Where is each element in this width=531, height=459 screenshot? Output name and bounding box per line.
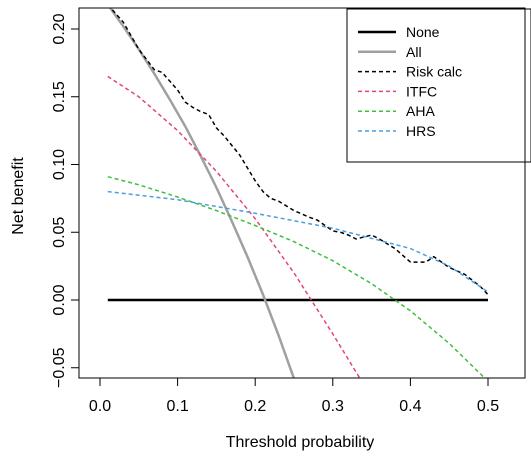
legend-label: Risk calc xyxy=(406,64,462,80)
legend: None All Risk calc ITFC AHA HRS xyxy=(346,8,531,163)
y-tick-label: 0.10 xyxy=(51,149,68,180)
y-ticks: −0.05 0.00 0.05 0.10 0.15 0.20 xyxy=(51,13,79,388)
y-tick-label: 0.15 xyxy=(51,81,68,112)
legend-label: ITFC xyxy=(406,83,437,99)
legend-box xyxy=(346,8,531,163)
y-axis-label: Net benefit xyxy=(10,157,27,235)
series-line-itfc xyxy=(107,75,361,378)
legend-label: None xyxy=(406,24,440,40)
series-line-all xyxy=(108,8,296,378)
x-ticks: 0.0 0.1 0.2 0.3 0.4 0.5 xyxy=(89,378,499,415)
y-tick-label: 0.05 xyxy=(51,217,68,248)
plot-frame xyxy=(78,7,526,379)
series-layer xyxy=(107,8,489,378)
legend-label: All xyxy=(406,44,422,60)
series-line-hrs xyxy=(107,190,489,293)
x-tick-label: 0.1 xyxy=(166,398,188,415)
y-tick-label: 0.20 xyxy=(51,13,68,44)
x-tick-label: 0.4 xyxy=(399,398,421,415)
y-tick-label: 0.00 xyxy=(51,284,68,315)
x-tick-label: 0.0 xyxy=(89,398,111,415)
x-tick-label: 0.2 xyxy=(244,398,266,415)
series-line-risk-calc xyxy=(109,8,489,296)
y-tick-label: −0.05 xyxy=(51,347,68,388)
legend-label: AHA xyxy=(406,103,435,119)
x-tick-label: 0.3 xyxy=(322,398,344,415)
legend-label: HRS xyxy=(406,123,436,139)
x-axis-label: Threshold probability xyxy=(226,434,375,451)
series-line-aha xyxy=(107,175,486,378)
x-tick-label: 0.5 xyxy=(477,398,499,415)
